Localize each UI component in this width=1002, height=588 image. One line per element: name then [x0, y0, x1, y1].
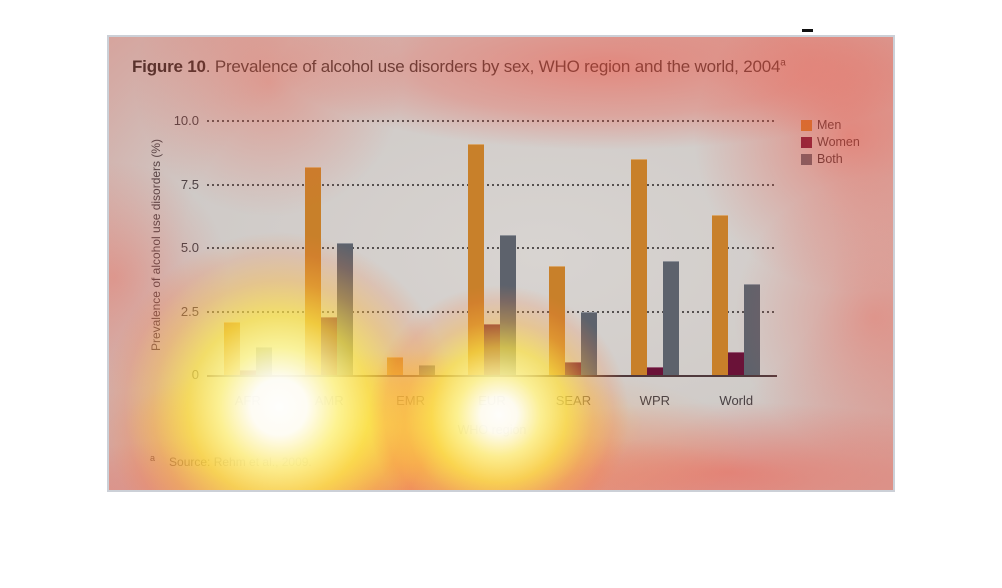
gridline-7.5 [207, 183, 777, 186]
y-tick-label: 2.5 [180, 303, 199, 319]
bar-eur-women [484, 324, 500, 375]
gridline-10 [207, 120, 777, 122]
x-tick-label-eur: EUR [478, 393, 506, 408]
legend-swatch-icon [801, 136, 812, 148]
x-tick-label-wpr: WPR [639, 393, 671, 408]
figure-panel: Figure 10. Prevalence of alcohol use dis… [107, 35, 895, 492]
gridline-2.5 [207, 310, 777, 313]
bar-world-men [712, 214, 729, 375]
legend-swatch-icon [801, 153, 812, 165]
x-tick-label-sear: SEAR [555, 393, 592, 408]
bar-sear-women [565, 362, 582, 375]
x-tick-label-world: World [719, 393, 754, 408]
x-tick-label-emr: EMR [396, 393, 425, 408]
bar-amr-both [337, 242, 354, 375]
bar-sear-both [581, 311, 598, 375]
x-axis-title: WHO region [457, 423, 527, 437]
y-tick-label: 0 [191, 367, 199, 382]
footnote-marker: a [150, 453, 156, 463]
bar-eur-both [500, 235, 516, 375]
bar-wpr-both [662, 260, 679, 375]
bar-afr-women [239, 369, 256, 375]
bar-afr-men [223, 321, 240, 375]
bar-eur-men [468, 143, 484, 375]
legend-label: Both [817, 152, 843, 166]
chart-legend: Men Women Both [801, 119, 860, 170]
bar-world-both [744, 283, 761, 375]
bar-amr-women [321, 316, 338, 375]
bar-amr-men [305, 166, 322, 375]
legend-item-women: Women [801, 136, 860, 148]
bar-emr-men [386, 357, 403, 375]
bar-wpr-women [646, 367, 663, 375]
legend-swatch-icon [801, 119, 812, 131]
x-tick-label-afr: AFR [234, 393, 261, 408]
figure-title: Figure 10. Prevalence of alcohol use dis… [132, 57, 872, 77]
figure-number: Figure 10 [132, 57, 206, 76]
plot-area [207, 120, 777, 377]
bar-sear-men [549, 265, 566, 375]
bar-afr-both [255, 347, 272, 375]
y-tick-label: 7.5 [180, 176, 199, 192]
window-dash-mark [802, 29, 813, 32]
y-tick-label: 10.0 [173, 113, 199, 128]
figure-title-text: . Prevalence of alcohol use disorders by… [205, 57, 781, 76]
legend-label: Men [817, 118, 842, 132]
bar-emr-both [418, 364, 435, 375]
legend-item-both: Both [801, 153, 860, 165]
bar-world-women [728, 352, 745, 375]
figure-title-superscript: a [780, 57, 786, 69]
y-tick-label: 5.0 [180, 240, 199, 255]
gridline-5 [207, 247, 777, 249]
footnote-text: Source: Rehm et al., 2009. [169, 455, 312, 469]
bar-wpr-men [630, 159, 647, 375]
legend-label: Women [817, 135, 860, 149]
legend-item-men: Men [801, 119, 860, 131]
x-tick-label-amr: AMR [314, 393, 344, 408]
source-footnote: a Source: Rehm et al., 2009. [150, 453, 312, 469]
